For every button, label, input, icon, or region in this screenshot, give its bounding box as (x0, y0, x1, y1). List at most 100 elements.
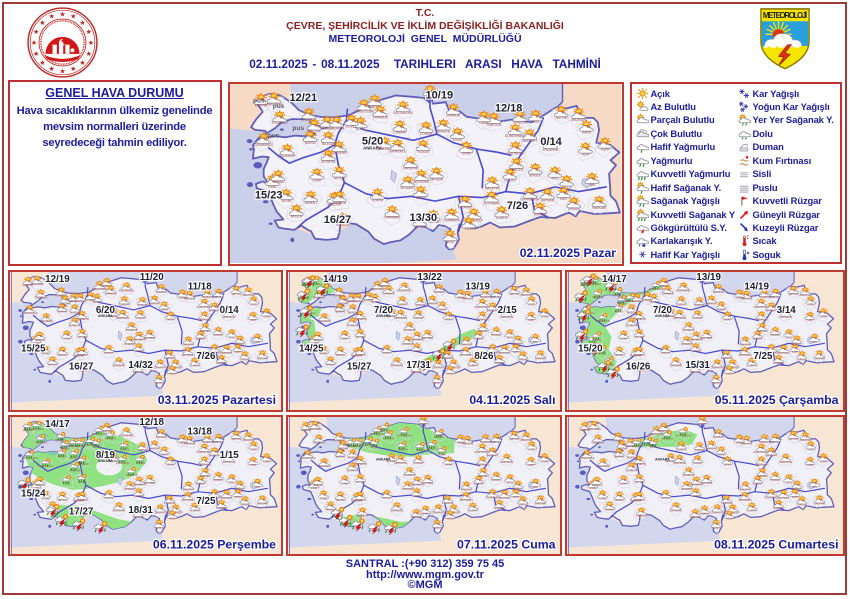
svg-text:YOZGAT: YOZGAT (413, 317, 424, 320)
svg-text:KUTAHYA: KUTAHYA (69, 469, 81, 472)
svg-text:KARS: KARS (582, 130, 591, 134)
svg-text:TRABZON: TRABZON (202, 441, 214, 444)
svg-text:TRABZON: TRABZON (202, 296, 214, 299)
svg-text:GAZIANTEP: GAZIANTEP (725, 366, 740, 369)
svg-text:K.MARAS: K.MARAS (720, 502, 732, 505)
svg-text:KAYSERI: KAYSERI (429, 177, 443, 181)
svg-text:K.MARAS: K.MARAS (164, 357, 176, 360)
svg-text:DENIZLI: DENIZLI (335, 498, 345, 501)
svg-text:KASTAMONU: KASTAMONU (119, 289, 135, 292)
svg-text:KIRSEHIR: KIRSEHIR (403, 166, 419, 170)
svg-text:ADANA: ADANA (700, 367, 709, 370)
svg-text:ORDU: ORDU (456, 296, 464, 299)
svg-text:KOCAELI: KOCAELI (346, 300, 357, 303)
svg-text:BALIKESIR: BALIKESIR (40, 320, 53, 323)
svg-text:ARTVIN: ARTVIN (509, 437, 518, 440)
svg-text:YOZGAT: YOZGAT (692, 317, 703, 320)
svg-text:ESKISEHIR: ESKISEHIR (632, 462, 646, 465)
svg-text:7/25: 7/25 (196, 496, 216, 507)
svg-text:YOZGAT: YOZGAT (413, 462, 424, 465)
svg-text:KARABUK: KARABUK (105, 292, 117, 295)
svg-text:ELAZIG: ELAZIG (474, 482, 483, 485)
svg-text:K.MARAS: K.MARAS (720, 357, 732, 360)
svg-text:YALOVA: YALOVA (338, 302, 348, 305)
svg-text:pus: pus (253, 97, 265, 104)
svg-text:K.MARAS: K.MARAS (457, 205, 471, 209)
svg-text:ISPARTA: ISPARTA (77, 353, 88, 356)
svg-text:16/27: 16/27 (69, 361, 94, 372)
svg-text:18/31: 18/31 (128, 504, 153, 515)
svg-text:MUS: MUS (786, 336, 792, 339)
svg-text:07.11.2025 Cuma: 07.11.2025 Cuma (457, 537, 556, 551)
svg-text:YALOVA: YALOVA (338, 447, 348, 450)
svg-text:AGRI: AGRI (807, 464, 813, 467)
svg-text:BURDUR: BURDUR (630, 499, 641, 502)
svg-text:KIRKLARELI: KIRKLARELI (586, 283, 601, 286)
svg-text:MANISA: MANISA (35, 483, 45, 486)
svg-text:TRABZON: TRABZON (512, 120, 528, 124)
svg-text:AFYON: AFYON (634, 336, 643, 339)
svg-text:CORUM: CORUM (420, 131, 432, 135)
svg-text:IGDIR: IGDIR (600, 147, 610, 151)
svg-text:BURDUR: BURDUR (74, 499, 85, 502)
svg-text:ARTVIN: ARTVIN (555, 116, 567, 120)
svg-text:ARDAHAN: ARDAHAN (242, 439, 254, 442)
svg-text:KUTAHYA: KUTAHYA (346, 469, 358, 472)
svg-text:HATAY: HATAY (433, 526, 441, 529)
svg-text:★: ★ (86, 50, 92, 58)
svg-text:ANKARA: ANKARA (655, 457, 670, 461)
svg-text:ARDAHAN: ARDAHAN (570, 117, 586, 121)
svg-text:CANKIRI: CANKIRI (676, 303, 686, 306)
svg-text:EDIRNE: EDIRNE (580, 429, 590, 432)
svg-text:TOKAT: TOKAT (452, 137, 462, 141)
svg-text:DUZCE: DUZCE (364, 299, 373, 302)
svg-text:AFYON: AFYON (355, 336, 364, 339)
svg-text:BINGOL: BINGOL (491, 334, 501, 337)
svg-text:15/31: 15/31 (685, 359, 710, 370)
svg-text:S.URFA: S.URFA (747, 509, 756, 512)
svg-text:OSMANIYE: OSMANIYE (431, 511, 445, 514)
svg-text:pus: pus (267, 132, 279, 139)
svg-text:BITLIS: BITLIS (793, 487, 801, 490)
svg-text:MUGLA: MUGLA (326, 508, 335, 511)
svg-text:NIGDE: NIGDE (412, 495, 420, 498)
svg-text:SIRNAK: SIRNAK (518, 503, 528, 506)
svg-text:TOKAT: TOKAT (438, 453, 447, 456)
svg-text:TUNCELI: TUNCELI (477, 330, 488, 333)
svg-text:ADANA: ADANA (143, 512, 152, 515)
svg-text:KARABUK: KARABUK (105, 437, 117, 440)
svg-text:OSMANIYE: OSMANIYE (710, 511, 724, 514)
svg-text:MANISA: MANISA (313, 338, 323, 341)
svg-text:MARDIN: MARDIN (773, 507, 783, 510)
svg-text:MANISA: MANISA (313, 483, 323, 486)
svg-text:BURDUR: BURDUR (630, 354, 641, 357)
svg-text:KILIS: KILIS (726, 517, 732, 520)
svg-text:BILECIK: BILECIK (322, 141, 335, 145)
svg-text:HAKKARI: HAKKARI (814, 357, 825, 360)
svg-text:DIYARBAKIR: DIYARBAKIR (207, 351, 222, 354)
svg-text:AFYON: AFYON (355, 481, 364, 484)
svg-text:AFYON: AFYON (634, 481, 643, 484)
svg-text:AMASYA: AMASYA (436, 129, 450, 133)
svg-text:HATAY: HATAY (155, 381, 163, 384)
svg-text:RIZE: RIZE (493, 295, 499, 298)
svg-text:USAK: USAK (341, 482, 348, 485)
svg-text:0/14: 0/14 (540, 135, 562, 147)
svg-text:KIRSEHIR: KIRSEHIR (403, 474, 415, 477)
svg-text:KARAMAN: KARAMAN (669, 509, 682, 512)
svg-text:DUZCE: DUZCE (364, 444, 373, 447)
svg-text:ANKARA: ANKARA (98, 459, 113, 463)
svg-text:CORUM: CORUM (694, 304, 703, 307)
svg-text:BURSA: BURSA (335, 310, 344, 313)
svg-text:GAZIANTEP: GAZIANTEP (169, 511, 184, 514)
svg-text:DIYARBAKIR: DIYARBAKIR (764, 496, 779, 499)
svg-text:IZMIR: IZMIR (310, 342, 317, 345)
svg-text:ISTANBUL: ISTANBUL (301, 118, 317, 122)
svg-text:ERZURUM: ERZURUM (779, 460, 792, 463)
svg-text:BITLIS: BITLIS (236, 342, 244, 345)
svg-text:RIZE: RIZE (216, 440, 222, 443)
svg-text:GAZIANTEP: GAZIANTEP (725, 511, 740, 514)
svg-text:MARDIN: MARDIN (217, 507, 227, 510)
svg-text:MANISA: MANISA (35, 338, 45, 341)
svg-text:NEVSEHIR: NEVSEHIR (410, 483, 423, 486)
